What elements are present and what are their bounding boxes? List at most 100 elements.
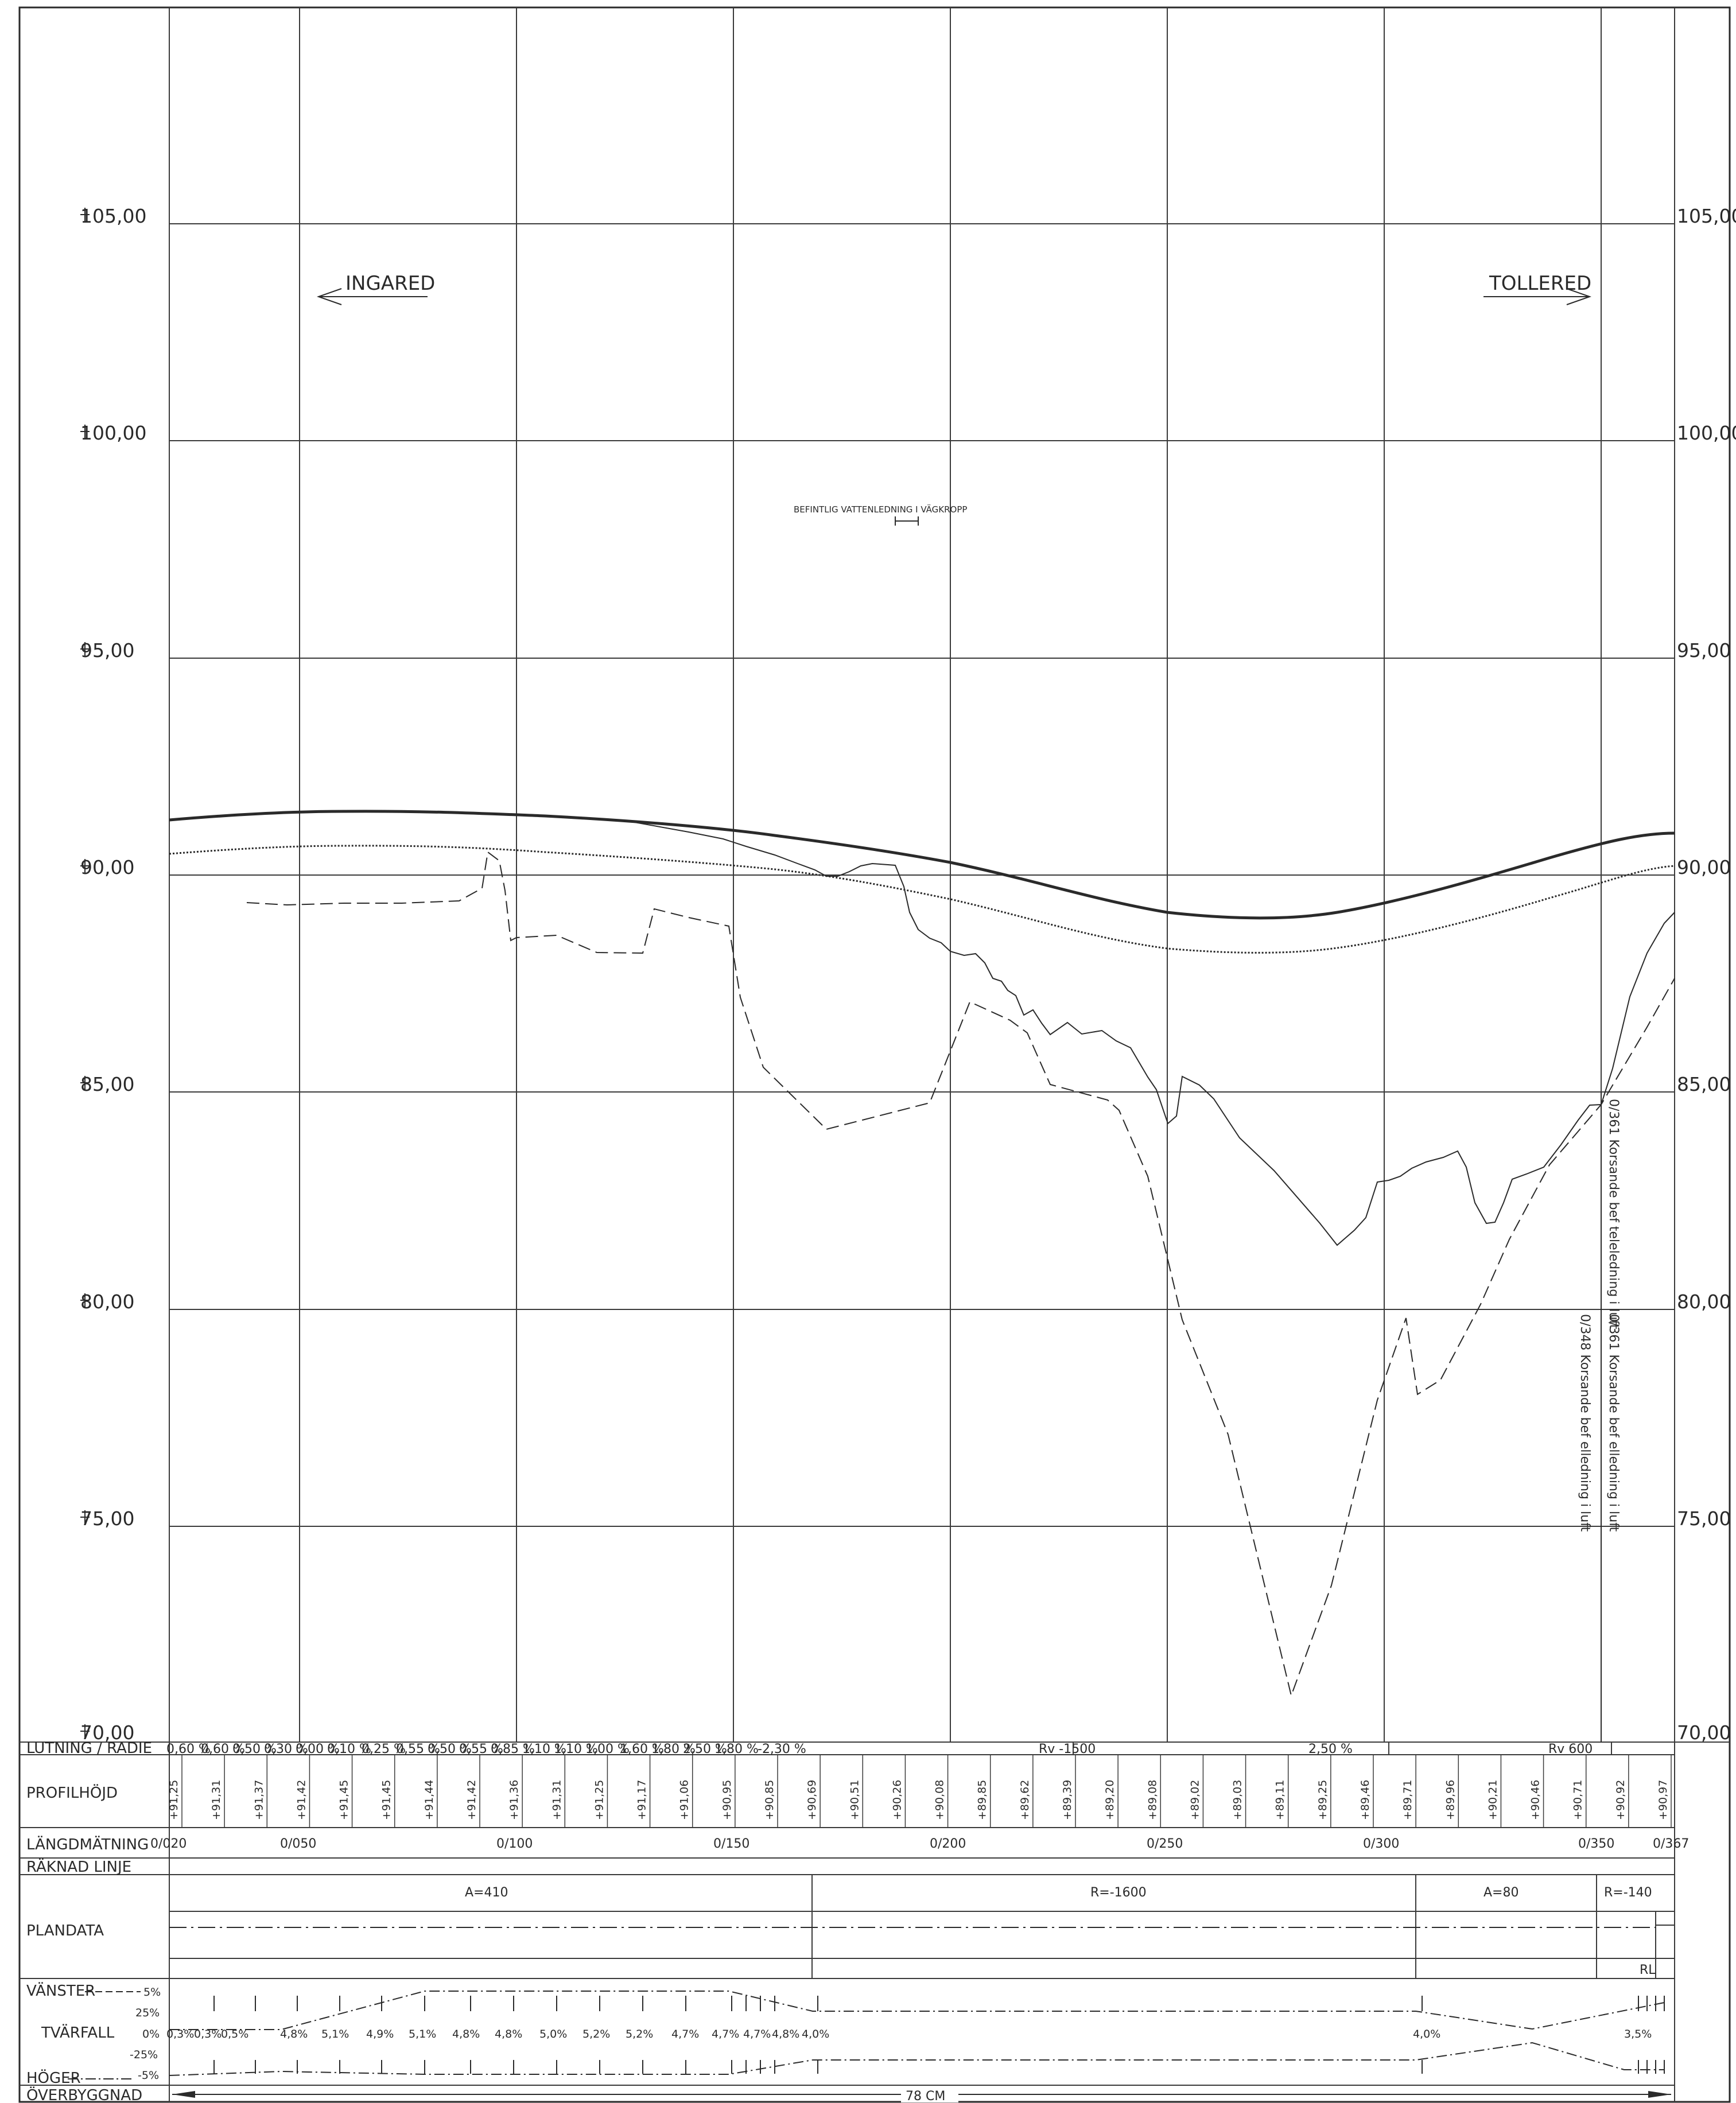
profilhojd-value: +90,71 [1572, 1780, 1584, 1820]
profilhojd-value: +90,92 [1614, 1780, 1627, 1820]
lutning-value: 1,80 % [714, 1742, 759, 1756]
lutning-value: Rv -1500 [1039, 1742, 1096, 1756]
water-main-note: BEFINTLIG VATTENLEDNING I VÄGKROPP [794, 504, 967, 515]
tvarfall-row: 0,3% 0,3%0,5% 4,8% 5,1% 4,9% 5,1% 4,8% 4,8% 5,0%… [166, 1996, 1665, 2074]
profilhojd-value: +91,44 [423, 1780, 436, 1820]
profilhojd-value: +90,85 [763, 1780, 776, 1820]
tvarfall-pct-0: 0% [142, 2028, 160, 2040]
tvarfall-value: 0,3% [166, 2028, 194, 2040]
arrow-right-icon [1566, 288, 1592, 305]
tvarfall-value: 5,2% [626, 2028, 653, 2040]
row-label-overbyggnad: ÖVERBYGGNAD [26, 2086, 142, 2103]
elev-label-right-95: 95,00 [1677, 639, 1731, 662]
plandata-r-1600: R=-1600 [1090, 1886, 1147, 1900]
lutning-value: -2,30 % [758, 1742, 806, 1756]
row-label-hoger: HÖGER [26, 2069, 81, 2087]
row-label-profilhojd: PROFILHÖJD [26, 1783, 118, 1802]
profilhojd-value: +90,26 [891, 1780, 903, 1820]
profilhojd-value: +91,42 [465, 1780, 478, 1820]
elev-label-right-75: 75,00 [1677, 1507, 1731, 1530]
tvarfall-value: 4,0% [802, 2028, 829, 2040]
tvarfall-value: 0,5% [221, 2028, 248, 2040]
profilhojd-value: +89,02 [1189, 1780, 1201, 1820]
crossing-el-361: 0/361 Korsande bef elledning i luft [1606, 1314, 1621, 1532]
profilhojd-value: +91,31 [550, 1780, 563, 1820]
elev-label-90: 90,00 [80, 856, 134, 878]
lutning-value: 0,10 % [327, 1742, 371, 1756]
profilhojd-value: +89,03 [1232, 1780, 1244, 1820]
row-label-lutning: LUTNING / RADIE [26, 1740, 152, 1757]
lutning-value: 0,60 % [201, 1742, 245, 1756]
elev-label-75: 75,00 [80, 1507, 134, 1530]
tvarfall-value: 5,2% [582, 2028, 610, 2040]
lutning-row: 0,60 %0,60 %0,50 %0,30 %0,00 %0,10 %0,25… [166, 1742, 1593, 1756]
crossing-el-348: 0/348 Korsande bef elledning i luft [1578, 1314, 1592, 1532]
profilhojd-value: +89,96 [1444, 1780, 1457, 1820]
lutning-value: 2,50 % [1308, 1742, 1353, 1756]
tvarfall-value: 5,0% [539, 2028, 567, 2040]
lutning-value: Rv 600 [1548, 1742, 1593, 1756]
elev-label-105: 105,00 [80, 205, 146, 227]
arrow-end-icon [1648, 2091, 1671, 2098]
tvarfall-value: 4,7% [671, 2028, 699, 2040]
profilhojd-value: +91,45 [380, 1780, 393, 1820]
profilhojd-value: +91,25 [593, 1780, 605, 1820]
lutning-value: 0,55 % [396, 1742, 440, 1756]
lutning-value: 1,80 % [651, 1742, 696, 1756]
direction-left-label: INGARED [345, 272, 435, 295]
existing-ground-centre [579, 817, 1675, 1246]
overbyggnad-value: 78 CM [906, 2089, 945, 2103]
profilhojd-value: +90,08 [934, 1780, 946, 1820]
lutning-value: 0,50 % [428, 1742, 472, 1756]
elev-label-100: 100,00 [80, 422, 146, 444]
profilhojd-value: +89,25 [1316, 1780, 1329, 1820]
profilhojd-value: +91,36 [508, 1780, 521, 1820]
row-label-tvarfall: TVÄRFALL [41, 2023, 115, 2042]
plandata-a80: A=80 [1483, 1886, 1518, 1900]
tvarfall-value: 5,1% [321, 2028, 349, 2040]
plandata-rl: RL [1640, 1963, 1656, 1977]
tvarfall-left-line [169, 1991, 1665, 2030]
lutning-value: 0,00 % [296, 1742, 340, 1756]
langdmatning-value: 0/050 [280, 1837, 316, 1851]
profilhojd-value: +91,45 [338, 1780, 351, 1820]
lutning-value: 2,50 % [683, 1742, 727, 1756]
lutning-value: 1,60 % [620, 1742, 664, 1756]
tvarfall-value: 0,3% [194, 2028, 222, 2040]
langdmatning-value: 0/150 [713, 1837, 749, 1851]
langdmatning-value: 0/367 [1653, 1837, 1689, 1851]
tvarfall-right-line [169, 2042, 1664, 2076]
lutning-value: 1,10 % [554, 1742, 598, 1756]
tvarfall-pct-neg5: -5% [138, 2069, 159, 2082]
profilhojd-value: +90,95 [721, 1780, 733, 1820]
profilhojd-value: +91,17 [636, 1780, 648, 1820]
row-label-vanster: VÄNSTER [26, 1981, 95, 2000]
profilhojd-value: +89,11 [1274, 1780, 1287, 1820]
profilhojd-value: +89,20 [1104, 1780, 1116, 1820]
lutning-value: 0,85 % [491, 1742, 535, 1756]
elev-label-95: 95,00 [80, 639, 134, 662]
lutning-value: 0,25 % [362, 1742, 406, 1756]
profilhojd-value: +89,46 [1359, 1780, 1372, 1820]
tvarfall-value: 4,0% [1413, 2028, 1440, 2040]
existing-ground-edge [246, 851, 1675, 1698]
langdmatning-value: 0/300 [1363, 1837, 1399, 1851]
profilhojd-value: +90,46 [1529, 1780, 1542, 1820]
langdmatning-row: 0/020 0/050 0/100 0/150 0/200 0/250 0/300 0/350… [150, 1837, 1689, 1851]
profilhojd-value: +89,62 [1019, 1780, 1031, 1820]
direction-tollered: TOLLERED [1483, 272, 1591, 305]
langdmatning-value: 0/020 [150, 1837, 187, 1851]
elev-label-80: 80,00 [80, 1290, 134, 1313]
lutning-value: 1,10 % [522, 1742, 566, 1756]
elevation-labels-left: 105,00 100,00 95,00 90,00 85,00 80,00 75… [80, 205, 146, 1744]
elev-label-right-90: 90,00 [1677, 856, 1731, 878]
plandata-a410: A=410 [465, 1886, 508, 1900]
tvarfall-value: 3,5% [1624, 2028, 1652, 2040]
elev-label-right-100: 100,00 [1677, 422, 1736, 444]
arrow-start-icon [172, 2091, 195, 2098]
direction-ingared: INGARED [316, 272, 435, 305]
profilhojd-value: +91,25 [168, 1780, 180, 1820]
tvarfall-value: 4,7% [712, 2028, 739, 2040]
design-grade-line [169, 810, 1675, 920]
profilhojd-value: +89,71 [1401, 1780, 1414, 1820]
